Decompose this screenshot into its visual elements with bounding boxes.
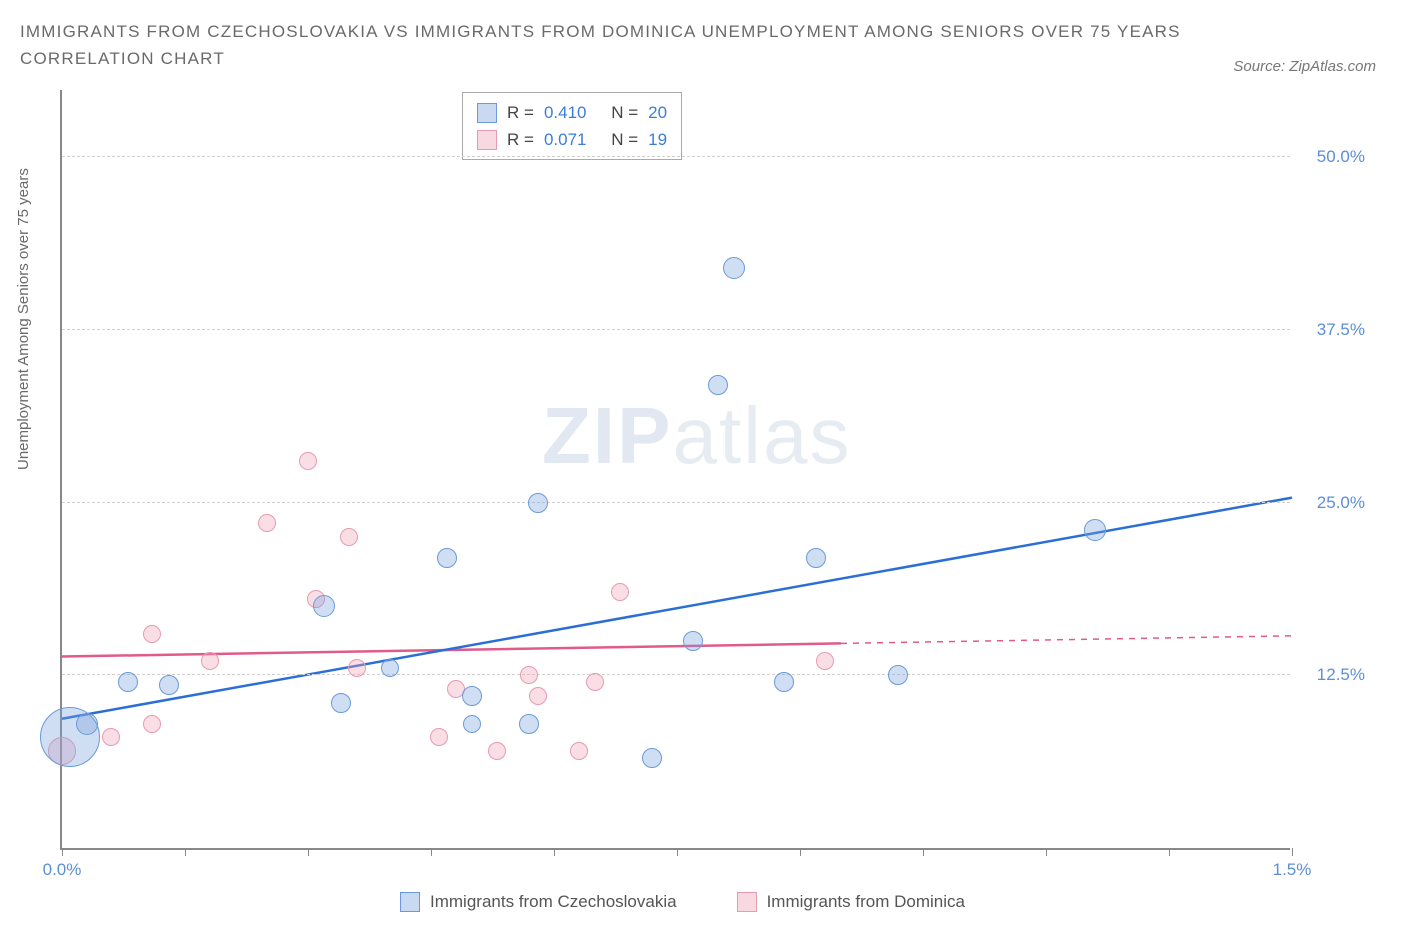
legend-label: Immigrants from Dominica [767, 892, 965, 912]
data-point-blue [118, 672, 138, 692]
bottom-legend: Immigrants from Czechoslovakia Immigrant… [400, 892, 965, 912]
x-tick-mark [554, 848, 555, 856]
plot-area: ZIPatlas R = 0.410 N = 20 R = 0.071 N = … [60, 90, 1290, 850]
x-tick-label-left: 0.0% [43, 860, 82, 880]
data-point-blue [642, 748, 662, 768]
x-tick-mark [677, 848, 678, 856]
data-point-pink [816, 652, 834, 670]
gridline [62, 329, 1290, 330]
data-point-pink [299, 452, 317, 470]
chart-container: Unemployment Among Seniors over 75 years… [60, 90, 1380, 880]
data-point-pink [529, 687, 547, 705]
data-point-blue [723, 257, 745, 279]
x-tick-mark [1292, 848, 1293, 856]
x-tick-mark [62, 848, 63, 856]
data-point-blue [76, 713, 98, 735]
data-point-blue [331, 693, 351, 713]
data-point-pink [143, 625, 161, 643]
gridline [62, 502, 1290, 503]
data-point-pink [520, 666, 538, 684]
data-point-pink [102, 728, 120, 746]
source-prefix: Source: [1233, 58, 1289, 75]
legend-label: Immigrants from Czechoslovakia [430, 892, 677, 912]
legend-item-pink: Immigrants from Dominica [737, 892, 965, 912]
data-point-pink [586, 673, 604, 691]
source-attribution: Source: ZipAtlas.com [1233, 58, 1376, 75]
chart-title-area: IMMIGRANTS FROM CZECHOSLOVAKIA VS IMMIGR… [0, 0, 1406, 72]
source-name: ZipAtlas.com [1289, 58, 1376, 75]
y-tick-label: 50.0% [1300, 147, 1365, 167]
data-point-blue [519, 714, 539, 734]
x-tick-label-right: 1.5% [1273, 860, 1312, 880]
data-point-pink [611, 583, 629, 601]
trend-lines [62, 90, 1292, 850]
data-point-pink [143, 715, 161, 733]
data-point-blue [774, 672, 794, 692]
data-point-blue [683, 631, 703, 651]
chart-title-line1: IMMIGRANTS FROM CZECHOSLOVAKIA VS IMMIGR… [20, 18, 1386, 45]
data-point-pink [570, 742, 588, 760]
x-tick-mark [308, 848, 309, 856]
chart-title-line2: CORRELATION CHART [20, 45, 1386, 72]
data-point-blue [1084, 519, 1106, 541]
gridline [62, 156, 1290, 157]
data-point-blue [806, 548, 826, 568]
data-point-blue [888, 665, 908, 685]
swatch-pink-icon [737, 892, 757, 912]
data-point-pink [348, 659, 366, 677]
data-point-pink [340, 528, 358, 546]
y-tick-label: 25.0% [1300, 493, 1365, 513]
y-axis-label: Unemployment Among Seniors over 75 years [15, 168, 32, 470]
x-tick-mark [923, 848, 924, 856]
data-point-blue [437, 548, 457, 568]
data-point-blue [159, 675, 179, 695]
legend-item-blue: Immigrants from Czechoslovakia [400, 892, 677, 912]
data-point-blue [313, 595, 335, 617]
data-point-blue [528, 493, 548, 513]
data-point-pink [258, 514, 276, 532]
data-point-blue [462, 686, 482, 706]
y-tick-label: 37.5% [1300, 320, 1365, 340]
x-tick-mark [185, 848, 186, 856]
data-point-pink [488, 742, 506, 760]
x-tick-mark [1046, 848, 1047, 856]
y-tick-label: 12.5% [1300, 665, 1365, 685]
gridline [62, 674, 1290, 675]
data-point-blue [381, 659, 399, 677]
data-point-pink [430, 728, 448, 746]
data-point-blue [708, 375, 728, 395]
x-tick-mark [800, 848, 801, 856]
x-tick-mark [431, 848, 432, 856]
x-tick-mark [1169, 848, 1170, 856]
data-point-pink [201, 652, 219, 670]
swatch-blue-icon [400, 892, 420, 912]
data-point-blue [463, 715, 481, 733]
